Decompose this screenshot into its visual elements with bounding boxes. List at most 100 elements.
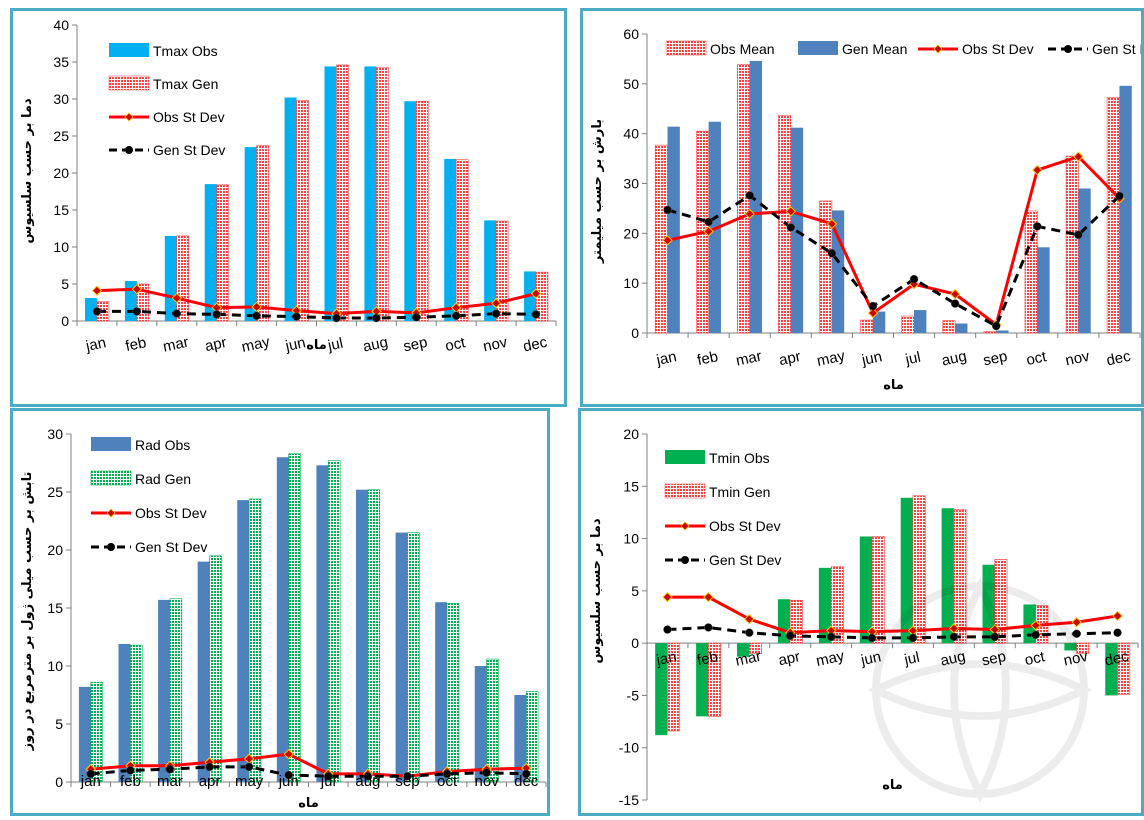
point-gen-st-dev [126, 766, 135, 775]
line-gen-st-dev [667, 193, 1121, 328]
point-gen-st-dev [531, 310, 541, 319]
y-tick-label: 15 [47, 600, 63, 616]
x-tick-label: aug [939, 648, 967, 670]
point-obs-st-dev [785, 206, 796, 217]
legend-swatch-bar [108, 75, 150, 91]
bar-tmin-gen [1076, 642, 1090, 654]
y-tick-label: 10 [623, 531, 639, 547]
x-tick-label: sep [982, 348, 1009, 370]
x-tick-label: sep [980, 648, 1007, 670]
point-gen-st-dev [412, 313, 421, 322]
bar-tmin-gen [708, 642, 721, 717]
legend-label: Obs St Dev [153, 109, 225, 125]
bar-tmax-obs [244, 147, 257, 321]
y-tick-label: 30 [623, 176, 639, 192]
bar-tmin-gen [667, 642, 681, 732]
x-tick-label: feb [695, 648, 719, 669]
bar-gen-mean [1037, 247, 1050, 333]
bar-obs-mean [942, 320, 956, 334]
point-obs-st-dev [867, 307, 879, 319]
bar-tmax-gen [296, 100, 309, 322]
point-gen-st-dev [745, 628, 754, 637]
line-gen-st-dev [96, 309, 537, 320]
legend-swatch-bar [664, 483, 706, 499]
chart-radiation: 0 5 10 15 20 25 30 jan feb mar apr may jun jul aug sep o… [20, 426, 547, 811]
x-tick-label: apr [777, 648, 802, 669]
x-tick-label: apr [199, 773, 221, 790]
x-tick-label: oct [1023, 648, 1047, 669]
bar-tmin-gen [871, 536, 885, 644]
x-tick-label: jun [278, 773, 299, 790]
bar-rad-obs [474, 666, 487, 782]
bar-tmax-gen [176, 235, 190, 322]
point-obs-st-dev [662, 235, 673, 246]
point-gen-st-dev [1113, 628, 1122, 637]
chart-panel-tmax: 0 5 10 15 20 25 30 35 40 jan feb mar apr may jun jul aug… [10, 8, 567, 407]
bar-tmin-gen [748, 642, 762, 654]
point-gen-st-dev [704, 217, 713, 227]
y-tick-label: 20 [47, 542, 63, 558]
point-obs-st-dev [530, 288, 542, 299]
point-gen-st-dev [292, 312, 301, 321]
y-tick-label: 10 [53, 239, 69, 255]
x-tick-label: mar [734, 648, 763, 670]
y-tick-label: 15 [623, 478, 639, 494]
x-tick-label: dec [522, 334, 550, 356]
y-tick-label: 40 [623, 126, 639, 142]
bar-tmin-gen [953, 508, 967, 644]
bar-tmin-gen [912, 495, 926, 644]
bar-tmax-gen [495, 220, 509, 322]
legend-swatch-marker [681, 556, 689, 564]
bar-tmin-obs [982, 564, 995, 644]
bar-tmin-obs [737, 643, 750, 657]
bar-tmin-obs [941, 508, 954, 644]
bar-rad-obs [514, 695, 527, 782]
bar-rad-gen [130, 644, 143, 783]
point-obs-st-dev [703, 591, 714, 603]
x-tick-label: feb [120, 773, 141, 790]
bar-tmax-obs [404, 101, 417, 321]
x-tick-label: jan [654, 648, 678, 669]
point-obs-st-dev [1112, 610, 1123, 622]
chart-tmax: 0 5 10 15 20 25 30 35 40 jan feb mar apr may jun jul aug… [20, 17, 557, 356]
point-gen-st-dev [826, 632, 836, 642]
x-tick-label: jun [283, 334, 307, 355]
legend-swatch-bar [798, 41, 838, 55]
x-tick-label: may [815, 347, 847, 370]
bar-tmax-gen [336, 64, 349, 322]
bar-tmin-gen [1117, 642, 1131, 695]
legend-label: Rad Gen [135, 471, 191, 487]
bar-tmax-obs [284, 97, 297, 322]
line-obs-st-dev [96, 287, 537, 316]
point-obs-st-dev [490, 298, 502, 309]
point-gen-st-dev [786, 223, 796, 232]
x-tick-label: sep [395, 773, 419, 790]
bar-obs-mean [1024, 210, 1038, 334]
y-tick-label: 5 [55, 716, 63, 732]
x-tick-label: may [815, 647, 847, 670]
y-tick-label: -15 [619, 792, 639, 808]
legend-label: Rad Obs [135, 437, 190, 453]
x-tick-label: oct [1025, 348, 1049, 369]
bar-rad-gen [407, 532, 420, 783]
x-tick-label: jul [320, 773, 336, 790]
legend-label: Obs St Dev [709, 518, 781, 534]
bar-rad-obs [78, 686, 91, 782]
bar-rad-obs [276, 457, 289, 782]
point-gen-st-dev [491, 309, 501, 318]
bar-gen-mean [1078, 188, 1091, 333]
point-gen-st-dev [704, 623, 713, 632]
y-tick-label: 0 [631, 325, 639, 341]
bar-tmin-obs [696, 643, 709, 717]
point-obs-st-dev [91, 285, 103, 296]
point-obs-st-dev [826, 218, 838, 230]
bar-rad-gen [446, 603, 460, 783]
bar-rad-gen [288, 453, 301, 783]
point-gen-st-dev [244, 762, 254, 772]
x-tick-label: may [240, 333, 272, 356]
legend-swatch-marker [106, 508, 116, 518]
x-tick-label: nov [482, 334, 510, 356]
point-gen-st-dev [521, 769, 531, 779]
x-tick-label: feb [696, 348, 720, 369]
legend-label: Tmin Obs [709, 450, 770, 466]
